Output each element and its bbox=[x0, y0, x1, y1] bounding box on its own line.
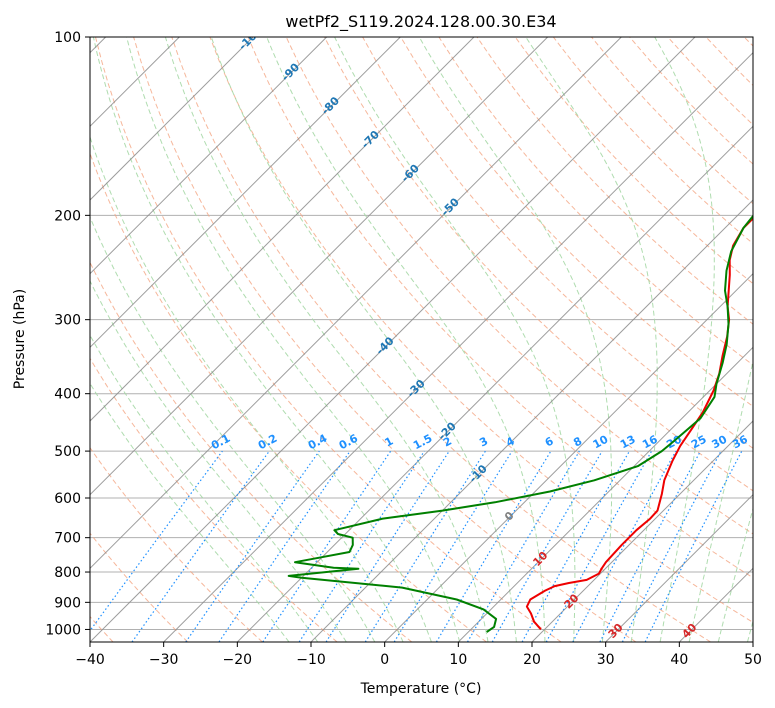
mixing-ratio-line bbox=[545, 450, 653, 642]
isotherm-line bbox=[90, 37, 696, 642]
mixing-ratio-label: 10 bbox=[591, 433, 611, 452]
y-tick-label: 500 bbox=[54, 444, 81, 460]
mixing-ratio-line bbox=[90, 450, 223, 632]
profile-series bbox=[287, 214, 753, 633]
isotherm-line bbox=[457, 346, 753, 642]
y-tick-label: 900 bbox=[54, 595, 81, 611]
moist-adiabat bbox=[266, 37, 546, 642]
moist-adiabat bbox=[717, 506, 753, 642]
dry-adiabat bbox=[400, 37, 753, 407]
moist-adiabat bbox=[90, 334, 319, 642]
isotherm-line bbox=[752, 641, 753, 642]
y-axis-title: Pressure (hPa) bbox=[12, 289, 28, 389]
x-tick-label: 10 bbox=[449, 652, 467, 668]
moist-adiabat bbox=[688, 358, 753, 642]
mixing-ratio-label: 25 bbox=[689, 433, 709, 452]
plot-frame bbox=[89, 36, 754, 643]
mixing-ratio-line bbox=[644, 450, 743, 642]
mixing-ratio-line bbox=[521, 450, 631, 642]
dry-adiabat bbox=[209, 37, 753, 623]
dry-adiabat bbox=[171, 37, 711, 642]
pressure-gridlines bbox=[90, 37, 753, 630]
x-tick-label: −40 bbox=[75, 652, 105, 668]
x-axis: −40 −30 −20 −10 0 10 20 30 40 50 bbox=[75, 642, 762, 668]
mixing-ratio-label: 30 bbox=[710, 433, 730, 452]
x-tick-label: 40 bbox=[670, 652, 688, 668]
y-tick-label: 1000 bbox=[45, 622, 81, 638]
y-tick-label: 800 bbox=[54, 565, 81, 581]
y-tick-label: 700 bbox=[54, 531, 81, 547]
y-tick-label: 200 bbox=[54, 208, 81, 224]
plot-background bbox=[90, 37, 753, 642]
y-tick-label: 400 bbox=[54, 387, 81, 403]
x-tick-label: 20 bbox=[523, 652, 541, 668]
isotherm-line bbox=[90, 37, 254, 201]
dry-adiabat bbox=[90, 152, 487, 642]
moist-adiabat bbox=[90, 135, 404, 642]
moist-adiabat bbox=[525, 37, 658, 642]
x-tick-label: 0 bbox=[380, 652, 389, 668]
isotherms bbox=[90, 37, 753, 642]
dry-adiabat bbox=[90, 446, 263, 642]
dry-adiabat bbox=[514, 37, 753, 285]
dry-adiabat bbox=[90, 532, 189, 642]
y-tick-label: 600 bbox=[54, 491, 81, 507]
moist-adiabat bbox=[164, 37, 489, 642]
moist-adiabat bbox=[90, 215, 376, 642]
isotherm-line bbox=[90, 37, 328, 275]
moist-adiabat bbox=[92, 37, 432, 642]
isotherm-line bbox=[310, 199, 753, 642]
mixing-ratio-line bbox=[131, 450, 270, 642]
isotherm-line bbox=[236, 125, 753, 642]
mixing-ratio-label: 36 bbox=[730, 433, 750, 452]
x-axis-title: Temperature (°C) bbox=[360, 681, 482, 697]
mixing-ratio-line bbox=[262, 450, 392, 642]
moist-adiabat bbox=[418, 37, 613, 642]
mixing-ratio-label: 16 bbox=[640, 433, 660, 452]
dry-adiabat bbox=[247, 37, 753, 579]
moist-adiabat bbox=[210, 37, 517, 642]
dry-adiabat bbox=[90, 357, 338, 642]
isotherm-line bbox=[531, 420, 753, 642]
isotherm-line bbox=[90, 37, 401, 349]
dry-adiabat bbox=[323, 37, 753, 492]
x-tick-label: −10 bbox=[296, 652, 326, 668]
x-tick-label: 30 bbox=[597, 652, 615, 668]
mixing-ratio-line bbox=[572, 450, 677, 642]
x-tick-label: 50 bbox=[744, 652, 762, 668]
isotherm-line bbox=[163, 51, 753, 642]
isotherm-line bbox=[90, 37, 622, 570]
x-tick-label: −30 bbox=[149, 652, 179, 668]
y-tick-label: 100 bbox=[54, 30, 81, 46]
mixing-ratio-label: 13 bbox=[618, 433, 638, 452]
mixing-ratio-line bbox=[298, 450, 425, 642]
y-tick-label: 300 bbox=[54, 313, 81, 329]
moist-adiabat bbox=[654, 37, 715, 642]
dry-adiabat bbox=[95, 37, 562, 642]
x-tick-label: −20 bbox=[223, 652, 253, 668]
dry-adiabat bbox=[438, 37, 753, 366]
y-axis: 100 200 300 400 500 600 700 800 900 1000 bbox=[45, 30, 90, 638]
mixing-ratio-line bbox=[393, 450, 513, 642]
isotherm-line bbox=[90, 37, 549, 496]
moist-adiabat bbox=[126, 37, 461, 642]
moist-adiabat bbox=[90, 382, 290, 642]
mixing-ratio-line bbox=[218, 450, 351, 642]
mixing-ratio-line bbox=[185, 450, 320, 642]
isotherm-line bbox=[384, 272, 753, 642]
dewpoint-profile-line bbox=[287, 214, 753, 633]
isotherm-line bbox=[605, 493, 753, 642]
chart-title: wetPf2_S119.2024.128.00.30.E34 bbox=[285, 12, 556, 32]
mixing-ratio-lines bbox=[90, 450, 743, 642]
isotherm-line bbox=[90, 37, 475, 422]
mixing-ratio-line bbox=[325, 450, 450, 642]
